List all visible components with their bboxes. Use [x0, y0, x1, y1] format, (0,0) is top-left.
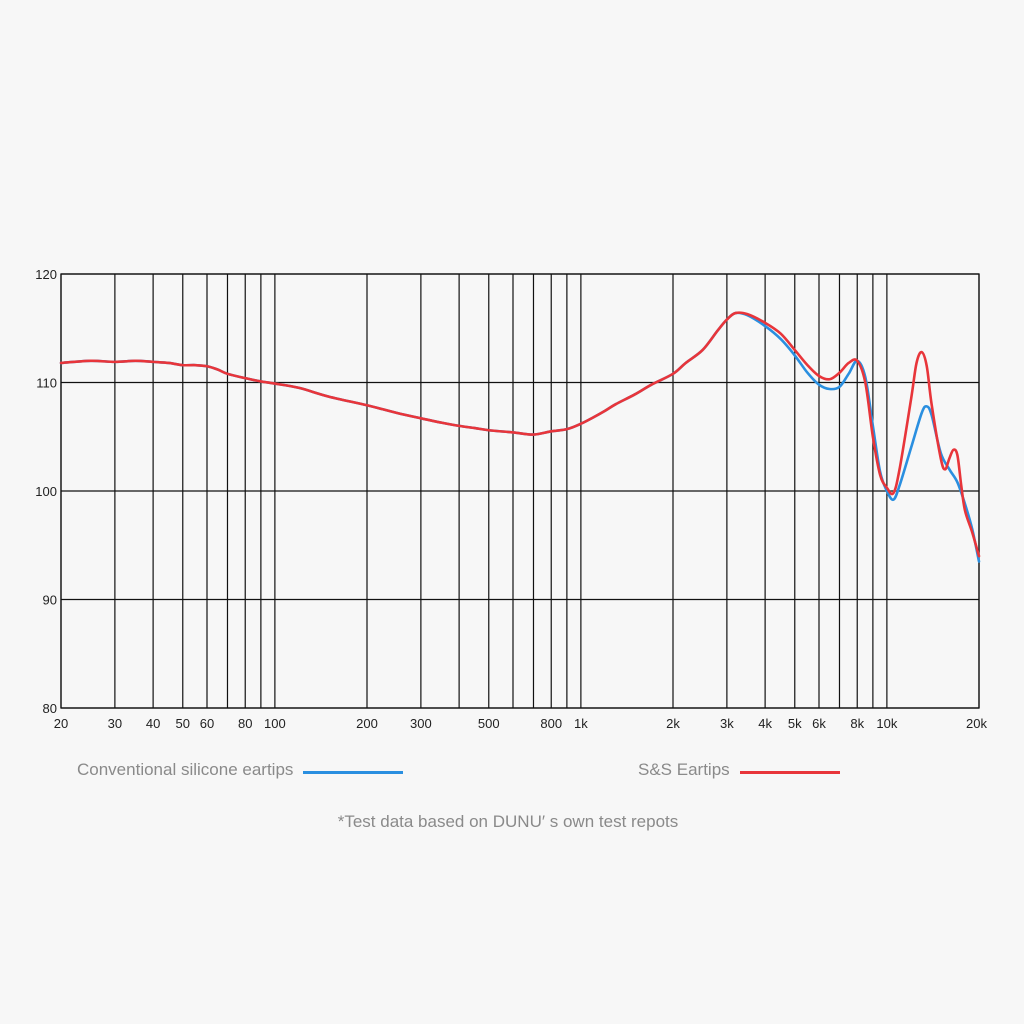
x-tick-label-40: 40 — [146, 716, 160, 731]
legend-item-ss-eartips: S&S Eartips — [638, 758, 840, 782]
series-line-conventional — [59, 311, 981, 563]
x-tick-label-100: 100 — [264, 716, 286, 731]
legend-label-conventional: Conventional silicone eartips — [77, 760, 294, 779]
x-tick-label-5k: 5k — [788, 716, 802, 731]
x-tick-label-3k: 3k — [720, 716, 734, 731]
y-tick-label-120: 120 — [35, 267, 57, 282]
legend-item-conventional: Conventional silicone eartips — [77, 758, 404, 782]
x-tick-label-800: 800 — [540, 716, 562, 731]
series-line-ss-eartips — [59, 311, 981, 558]
x-tick-label-30: 30 — [108, 716, 122, 731]
x-tick-label-8k: 8k — [850, 716, 864, 731]
y-tick-label-80: 80 — [43, 701, 57, 716]
y-tick-label-90: 90 — [43, 593, 57, 608]
x-tick-label-20k: 20k — [966, 716, 987, 731]
x-axis-tick-labels: 20 30 40 50 60 80 100 200 300 500 800 1k 2k 3k 4k 5k 6k 8… — [54, 716, 988, 731]
x-tick-label-300: 300 — [410, 716, 432, 731]
footnote: *Test data based on DUNU′ s own test rep… — [337, 812, 679, 831]
x-tick-label-50: 50 — [176, 716, 190, 731]
legend-label-ss-eartips: S&S Eartips — [638, 760, 730, 779]
x-tick-label-1k: 1k — [574, 716, 588, 731]
legend-swatch-conventional — [303, 770, 404, 774]
x-tick-label-10k: 10k — [876, 716, 897, 731]
x-tick-label-80: 80 — [238, 716, 252, 731]
x-tick-label-20: 20 — [54, 716, 68, 731]
x-tick-label-6k: 6k — [812, 716, 826, 731]
x-tick-label-500: 500 — [478, 716, 500, 731]
series-lines — [59, 311, 981, 563]
y-tick-label-110: 110 — [36, 376, 57, 391]
x-tick-label-2k: 2k — [666, 716, 680, 731]
horizontal-gridlines — [61, 273, 979, 709]
y-tick-label-100: 100 — [35, 484, 57, 499]
x-tick-label-200: 200 — [356, 716, 378, 731]
x-tick-label-60: 60 — [200, 716, 214, 731]
plot-frame — [60, 273, 980, 709]
legend-swatch-ss-eartips — [739, 770, 840, 774]
y-axis-tick-labels: 80 90 100 110 120 — [35, 267, 57, 716]
x-tick-label-4k: 4k — [758, 716, 772, 731]
